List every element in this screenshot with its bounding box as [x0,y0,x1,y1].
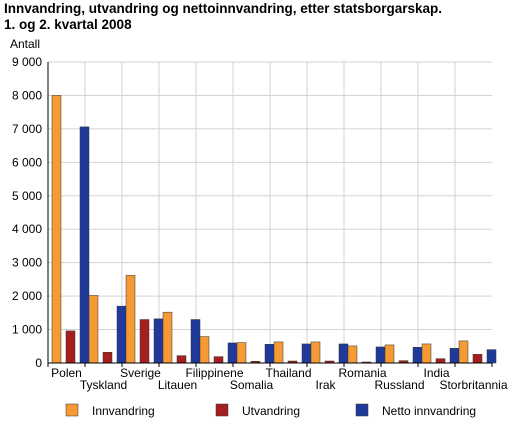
x-tick-label: Sverige [120,366,161,380]
x-tick-label: Romania [338,366,386,380]
y-axis: Antall 0 1 000 2 000 3 000 4 000 5 000 6 000 7 0… [10,37,49,370]
bar-netto-innvandring [153,318,164,364]
x-tick-label: Litauen [158,378,197,392]
y-tick-label: 7 000 [12,122,42,136]
bar-utvandring [65,330,76,364]
y-tick-label: 4 000 [12,222,42,236]
bar-netto-innvandring [412,347,423,364]
bar-innvandring [273,341,284,364]
legend-swatch [65,403,79,417]
y-tick-label: 9 000 [12,55,42,69]
bar-innvandring [199,336,210,364]
bar-innvandring [162,311,173,364]
legend-swatch [215,403,229,417]
bar-innvandring [384,344,395,364]
bar-netto-innvandring [79,126,90,364]
chart-title-line-2: 1. og 2. kvartal 2008 [4,17,132,32]
bar-utvandring [472,354,483,364]
gridlines [48,61,492,363]
y-tick-label: 1 000 [12,323,42,337]
x-tick-label: Thailand [265,366,311,380]
bar-utvandring [213,356,224,364]
y-tick-label: 0 [35,356,42,370]
bar-utvandring [102,352,113,364]
bar-utvandring [176,355,187,364]
bar-innvandring [421,343,432,364]
bar-netto-innvandring [190,319,201,364]
bar-innvandring [125,275,136,364]
bar-innvandring [51,95,62,364]
bar-utvandring [139,319,150,364]
x-axis: PolenTysklandSverigeLitauenFilippineneSo… [47,362,508,392]
x-tick-label: Storbritannia [439,378,507,392]
y-tick-label: 8 000 [12,88,42,102]
legend-label: Innvandring [92,404,155,418]
y-axis-label: Antall [10,37,40,51]
bar-netto-innvandring [301,343,312,364]
x-tick-label: India [423,366,449,380]
bar-innvandring [236,342,247,364]
legend: Innvandring Utvandring Netto innvandring [65,403,476,418]
y-tick-label: 6 000 [12,155,42,169]
bar-innvandring [458,340,469,364]
bar-netto-innvandring [486,349,497,364]
legend-swatch [355,403,369,417]
bar-netto-innvandring [116,305,127,364]
x-tick-label: Somalia [230,378,274,392]
bar-netto-innvandring [375,346,386,364]
x-tick-label: Tyskland [80,378,127,392]
bar-innvandring [347,345,358,364]
x-tick-label: Irak [315,378,336,392]
legend-label: Netto innvandring [382,404,476,418]
bars [51,95,497,364]
x-tick-label: Filippinene [185,366,243,380]
bar-netto-innvandring [227,342,238,364]
x-tick-label: Russland [374,378,424,392]
y-tick-label: 2 000 [12,289,42,303]
x-tick-label: Polen [51,366,82,380]
chart-title-line-1: Innvandring, utvandring og nettoinnvandr… [4,1,443,16]
legend-label: Utvandring [242,404,300,418]
bar-netto-innvandring [338,343,349,364]
chart-title: Innvandring, utvandring og nettoinnvandr… [4,1,509,33]
bar-utvandring [435,358,446,364]
y-tick-label: 3 000 [12,256,42,270]
bar-netto-innvandring [449,348,460,364]
bar-netto-innvandring [264,344,275,364]
y-tick-label: 5 000 [12,189,42,203]
bar-innvandring [310,341,321,364]
bar-innvandring [88,295,99,364]
